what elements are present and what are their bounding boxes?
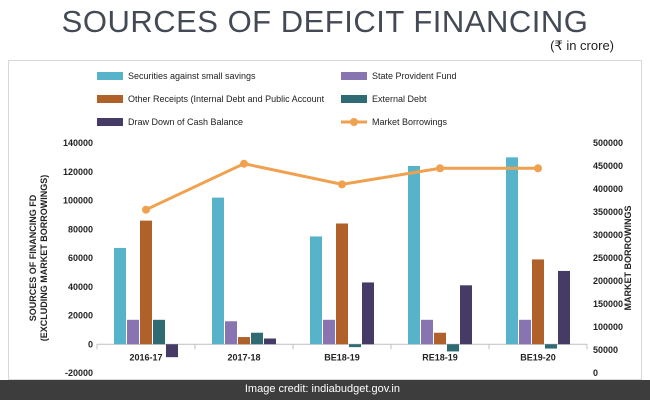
bar-other_receipts — [238, 337, 250, 345]
y2-tick-label: 300000 — [593, 230, 623, 240]
bar-cash_balance — [166, 344, 178, 358]
bar-external_debt — [545, 344, 557, 349]
category-label: RE18-19 — [422, 352, 458, 362]
y-tick-label: 140000 — [63, 138, 93, 148]
bar-cash_balance — [460, 285, 472, 345]
point-market_borrowings — [436, 164, 444, 173]
bar-other_receipts — [336, 223, 348, 345]
legend-label-market_borrowings: Market Borrowings — [372, 117, 448, 127]
legend-swatch-other_receipts — [97, 95, 123, 103]
bar-cash_balance — [558, 270, 570, 345]
y2-tick-label: 0 — [593, 368, 598, 378]
y2-tick-label: 250000 — [593, 253, 623, 263]
bar-external_debt — [251, 332, 263, 345]
y2-tick-label: 350000 — [593, 207, 623, 217]
point-market_borrowings — [534, 164, 542, 173]
category-label: 2017-18 — [227, 352, 260, 362]
bar-securities — [506, 157, 518, 345]
y2-tick-label: 50000 — [593, 345, 618, 355]
bar-cash_balance — [362, 282, 374, 345]
bar-provident — [323, 319, 335, 345]
bar-securities — [310, 236, 322, 345]
legend-swatch-provident — [341, 72, 367, 80]
y-tick-label: -20000 — [65, 368, 93, 378]
point-market_borrowings — [240, 159, 248, 168]
category-label: 2016-17 — [129, 352, 162, 362]
y-tick-label: 40000 — [68, 282, 93, 292]
bar-provident — [127, 319, 139, 345]
bar-other_receipts — [140, 220, 152, 345]
y-tick-label: 80000 — [68, 224, 93, 234]
page-title: SOURCES OF DEFICIT FINANCING — [61, 4, 589, 39]
y-tick-label: 100000 — [63, 196, 93, 206]
y-tick-label: 60000 — [68, 253, 93, 263]
bar-provident — [421, 319, 433, 345]
bar-external_debt — [153, 319, 165, 345]
bar-external_debt — [447, 344, 459, 352]
bar-other_receipts — [532, 259, 544, 345]
y2-axis-label: MARKET BORROWINGS — [623, 206, 633, 311]
legend-label-provident: State Provident Fund — [372, 71, 457, 81]
y2-tick-label: 500000 — [593, 138, 623, 148]
deficit-financing-chart: -20000 0 20000 40000 60000 80000 100000 120000 1… — [28, 71, 633, 378]
y-axis-label-line2: (EXCLUDING MARKET BORROWINGS) — [39, 175, 49, 342]
legend-swatch-cash_balance — [97, 118, 123, 126]
legend-marker-market_borrowings — [350, 118, 358, 126]
bar-securities — [114, 247, 126, 345]
y2-tick-label: 100000 — [593, 322, 623, 332]
legend-label-external_debt: External Debt — [372, 94, 427, 104]
point-market_borrowings — [338, 180, 346, 189]
y-axis-label-line1: SOURCES OF FINANCING FD — [28, 194, 38, 321]
y2-tick-label: 450000 — [593, 161, 623, 171]
y-tick-label: 120000 — [63, 167, 93, 177]
bar-securities — [212, 197, 224, 345]
legend-swatch-securities — [97, 72, 123, 80]
y2-tick-label: 200000 — [593, 276, 623, 286]
bar-provident — [225, 321, 237, 345]
bar-securities — [408, 166, 420, 345]
bar-provident — [519, 319, 531, 345]
legend-label-other_receipts: Other Receipts (Internal Debt and Public… — [128, 94, 325, 104]
image-credit: Image credit: indiabudget.gov.in — [244, 383, 400, 395]
category-label: BE18-19 — [324, 352, 360, 362]
legend-label-cash_balance: Draw Down of Cash Balance — [128, 117, 243, 127]
chart-panel: -20000 0 20000 40000 60000 80000 100000 120000 1… — [8, 60, 642, 380]
point-market_borrowings — [142, 205, 150, 214]
y-tick-label: 0 — [88, 339, 93, 349]
legend-label-securities: Securities against small savings — [128, 71, 256, 81]
unit-label: (₹ in crore) — [550, 38, 614, 53]
credit-bar: Image credit: indiabudget.gov.in — [0, 380, 650, 400]
y2-tick-label: 150000 — [593, 299, 623, 309]
y-tick-label: 20000 — [68, 311, 93, 321]
y2-tick-label: 400000 — [593, 184, 623, 194]
bar-external_debt — [349, 344, 361, 348]
legend-swatch-external_debt — [341, 95, 367, 103]
bar-other_receipts — [434, 332, 446, 345]
bar-cash_balance — [264, 338, 276, 345]
category-label: BE19-20 — [520, 352, 556, 362]
